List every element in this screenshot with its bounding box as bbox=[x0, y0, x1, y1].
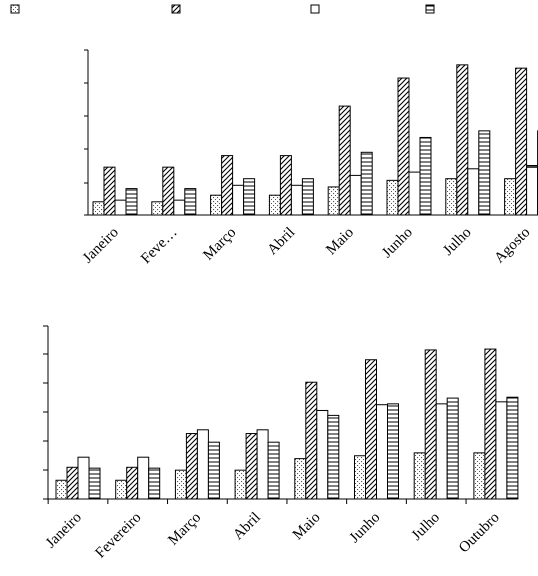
bar-hollow bbox=[114, 199, 127, 216]
bar-hollow bbox=[173, 199, 186, 216]
bar-dots bbox=[234, 469, 247, 500]
bar-hollow bbox=[526, 165, 538, 216]
bar-horizontal bbox=[267, 441, 280, 500]
bar-horizontal bbox=[148, 467, 161, 500]
bar-hollow bbox=[316, 409, 329, 500]
chart-top: Janeiro Feve… Março Abril Maio Junho Julho Agos… bbox=[80, 49, 538, 268]
chart-legend bbox=[10, 4, 435, 14]
bar-diagonal bbox=[185, 433, 198, 500]
bar-horizontal bbox=[446, 397, 459, 500]
x-tick-label: Maio bbox=[323, 225, 357, 259]
bar-hollow bbox=[467, 168, 480, 216]
bar-horizontal bbox=[301, 178, 314, 216]
bar-diagonal bbox=[126, 466, 139, 500]
bar-diagonal bbox=[221, 155, 234, 216]
x-tick-label: Abril bbox=[230, 510, 264, 544]
bar-dots bbox=[55, 479, 68, 500]
bar-horizontal bbox=[207, 441, 220, 500]
bar-diagonal bbox=[456, 64, 469, 216]
x-tick-label: Feve… bbox=[138, 225, 181, 268]
bar-diagonal bbox=[484, 348, 497, 500]
x-tick-label: Julho bbox=[440, 225, 474, 259]
x-tick-label: Outubro bbox=[456, 510, 503, 557]
x-tick-label: Maio bbox=[290, 510, 324, 544]
bar-diagonal bbox=[515, 67, 528, 216]
bar-hollow bbox=[349, 174, 362, 216]
bar-dots bbox=[354, 455, 366, 500]
legend-swatch-horizontal bbox=[425, 4, 435, 14]
bar-dots bbox=[386, 179, 399, 216]
bar-diagonal bbox=[66, 466, 79, 500]
bar-dots bbox=[504, 178, 517, 216]
bar-horizontal bbox=[184, 188, 197, 216]
x-tick-label: Junho bbox=[347, 510, 384, 547]
chart-bottom: Janeiro Fevereiro Março Abril Maio Junho Julho… bbox=[43, 325, 519, 562]
x-tick-label: Janeiro bbox=[80, 225, 122, 267]
bar-dots bbox=[294, 458, 307, 500]
x-tick-label: Março bbox=[200, 225, 239, 264]
bar-dots bbox=[174, 469, 187, 500]
bar-diagonal bbox=[397, 77, 410, 216]
bar-hollow bbox=[77, 456, 90, 500]
x-tick-label: Abril bbox=[265, 225, 299, 259]
bar-hollow bbox=[408, 171, 421, 216]
x-tick-label: Janeiro bbox=[43, 510, 85, 552]
bar-diagonal bbox=[279, 155, 292, 216]
bar-dots bbox=[268, 194, 281, 216]
x-tick-label: Fevereiro bbox=[93, 510, 145, 562]
bar-hollow bbox=[196, 429, 209, 500]
bar-diagonal bbox=[162, 166, 175, 216]
bar-horizontal bbox=[327, 414, 340, 500]
bar-dots bbox=[473, 452, 486, 500]
legend-swatch-dots bbox=[10, 4, 20, 14]
bar-hollow bbox=[256, 429, 269, 500]
bar-dots bbox=[92, 201, 105, 216]
x-tick-label: Junho bbox=[379, 225, 416, 262]
bar-dots bbox=[151, 201, 164, 216]
bar-hollow bbox=[232, 184, 245, 216]
bar-horizontal bbox=[360, 151, 373, 216]
bar-hollow bbox=[495, 401, 508, 500]
bar-horizontal bbox=[88, 467, 101, 500]
bar-diagonal bbox=[365, 359, 377, 500]
bar-horizontal bbox=[387, 403, 399, 500]
bar-diagonal bbox=[305, 381, 318, 500]
bar-hollow bbox=[376, 404, 388, 500]
bar-dots bbox=[327, 186, 340, 216]
bar-horizontal bbox=[125, 188, 138, 216]
bar-horizontal bbox=[419, 136, 432, 216]
bar-dots bbox=[445, 178, 458, 216]
bar-hollow bbox=[137, 456, 150, 500]
bar-horizontal bbox=[478, 130, 491, 216]
x-tick-label: Agosto bbox=[491, 225, 533, 267]
bar-dots bbox=[210, 194, 223, 216]
x-tick-label: Março bbox=[165, 510, 204, 549]
bar-diagonal bbox=[103, 166, 116, 216]
bar-dots bbox=[413, 452, 426, 500]
legend-swatch-hollow bbox=[310, 4, 320, 14]
bar-diagonal bbox=[338, 105, 351, 216]
bar-horizontal bbox=[506, 396, 519, 500]
bar-hollow bbox=[435, 403, 448, 500]
legend-swatch-diagonal bbox=[171, 4, 181, 14]
bar-diagonal bbox=[424, 349, 437, 500]
x-tick-label: Julho bbox=[409, 510, 443, 544]
bar-horizontal bbox=[243, 178, 256, 216]
bar-dots bbox=[115, 479, 128, 500]
bar-diagonal bbox=[245, 433, 258, 500]
bar-hollow bbox=[290, 184, 303, 216]
